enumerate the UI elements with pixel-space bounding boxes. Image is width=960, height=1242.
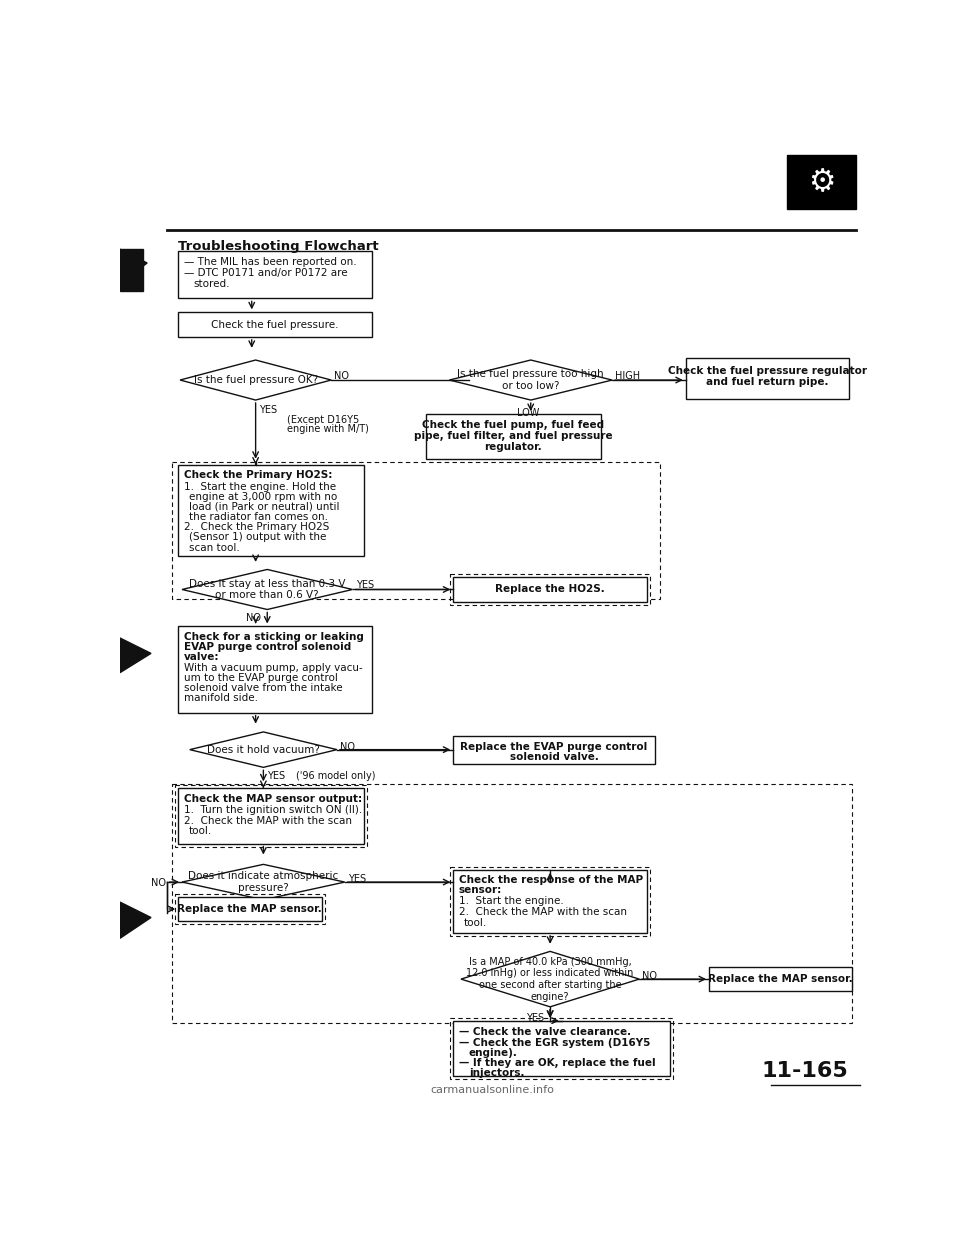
- Text: manifold side.: manifold side.: [183, 693, 257, 703]
- Text: ('96 model only): ('96 model only): [296, 771, 375, 781]
- Text: — The MIL has been reported on.: — The MIL has been reported on.: [184, 257, 357, 267]
- Text: tool.: tool.: [189, 826, 212, 836]
- Polygon shape: [461, 951, 639, 1007]
- Text: 1.  Start the engine. Hold the: 1. Start the engine. Hold the: [183, 482, 336, 492]
- Text: Does it indicate atmospheric
pressure?: Does it indicate atmospheric pressure?: [188, 872, 339, 893]
- Text: solenoid valve.: solenoid valve.: [510, 751, 598, 761]
- Text: injectors.: injectors.: [468, 1068, 524, 1078]
- Text: — If they are OK, replace the fuel: — If they are OK, replace the fuel: [460, 1058, 656, 1068]
- Text: ⚙: ⚙: [807, 168, 835, 196]
- FancyBboxPatch shape: [426, 414, 601, 458]
- Text: 1.  Turn the ignition switch ON (II).: 1. Turn the ignition switch ON (II).: [183, 805, 362, 815]
- Text: Replace the MAP sensor.: Replace the MAP sensor.: [177, 904, 322, 914]
- FancyBboxPatch shape: [179, 626, 372, 713]
- Text: 11-165: 11-165: [761, 1061, 849, 1081]
- Text: Is the fuel pressure too high
or too low?: Is the fuel pressure too high or too low…: [457, 369, 604, 391]
- Text: Check the fuel pump, fuel feed: Check the fuel pump, fuel feed: [421, 420, 604, 430]
- FancyBboxPatch shape: [179, 251, 372, 298]
- Text: regulator.: regulator.: [484, 442, 541, 452]
- Text: — Check the valve clearance.: — Check the valve clearance.: [460, 1027, 632, 1037]
- Polygon shape: [449, 360, 612, 400]
- Text: and fuel return pipe.: and fuel return pipe.: [706, 378, 828, 388]
- Text: Check the fuel pressure.: Check the fuel pressure.: [211, 319, 339, 329]
- Text: NO: NO: [340, 741, 355, 751]
- Text: engine).: engine).: [468, 1048, 517, 1058]
- Polygon shape: [182, 864, 345, 899]
- Text: NO: NO: [334, 371, 348, 381]
- FancyBboxPatch shape: [685, 359, 849, 399]
- Text: — Check the EGR system (D16Y5: — Check the EGR system (D16Y5: [460, 1037, 651, 1047]
- Text: tool.: tool.: [464, 918, 488, 928]
- Text: HIGH: HIGH: [615, 371, 640, 381]
- FancyBboxPatch shape: [786, 155, 856, 209]
- Text: YES: YES: [259, 405, 277, 416]
- FancyBboxPatch shape: [453, 578, 647, 602]
- Text: Replace the EVAP purge control: Replace the EVAP purge control: [461, 741, 648, 751]
- Text: load (in Park or neutral) until: load (in Park or neutral) until: [189, 502, 340, 512]
- Text: LOW: LOW: [516, 407, 540, 417]
- Text: Check the fuel pressure regulator: Check the fuel pressure regulator: [667, 366, 867, 376]
- Text: pipe, fuel filter, and fuel pressure: pipe, fuel filter, and fuel pressure: [414, 431, 612, 441]
- Text: Does it hold vacuum?: Does it hold vacuum?: [207, 745, 320, 755]
- Polygon shape: [182, 570, 352, 610]
- Text: Is a MAP of 40.0 kPa (300 mmHg,
12.0 inHg) or less indicated within
one second a: Is a MAP of 40.0 kPa (300 mmHg, 12.0 inH…: [467, 956, 634, 1001]
- Text: — DTC P0171 and/or P0172 are: — DTC P0171 and/or P0172 are: [184, 268, 348, 278]
- Text: NO: NO: [246, 614, 260, 623]
- Text: carmanualsonline.info: carmanualsonline.info: [430, 1084, 554, 1094]
- Text: 2.  Check the MAP with the scan: 2. Check the MAP with the scan: [183, 816, 351, 826]
- Text: engine with M/T): engine with M/T): [287, 424, 369, 433]
- Text: 2.  Check the MAP with the scan: 2. Check the MAP with the scan: [459, 907, 627, 917]
- FancyBboxPatch shape: [453, 869, 647, 933]
- Text: the radiator fan comes on.: the radiator fan comes on.: [189, 512, 328, 522]
- Text: Replace the MAP sensor.: Replace the MAP sensor.: [708, 974, 852, 984]
- Text: NO: NO: [642, 971, 658, 981]
- Text: Check the MAP sensor output:: Check the MAP sensor output:: [183, 794, 362, 804]
- Text: Check the Primary HO2S:: Check the Primary HO2S:: [183, 471, 332, 481]
- Text: stored.: stored.: [194, 279, 230, 289]
- Text: 2.  Check the Primary HO2S: 2. Check the Primary HO2S: [183, 523, 329, 533]
- Text: engine at 3,000 rpm with no: engine at 3,000 rpm with no: [189, 492, 337, 502]
- Text: Check for a sticking or leaking: Check for a sticking or leaking: [183, 632, 364, 642]
- Polygon shape: [190, 732, 337, 768]
- Text: valve:: valve:: [183, 652, 219, 662]
- FancyBboxPatch shape: [453, 1021, 670, 1076]
- Polygon shape: [180, 360, 331, 400]
- Polygon shape: [120, 250, 147, 283]
- Text: YES: YES: [525, 1013, 543, 1023]
- Text: Check the response of the MAP: Check the response of the MAP: [459, 876, 643, 886]
- Text: With a vacuum pump, apply vacu-: With a vacuum pump, apply vacu-: [183, 663, 362, 673]
- FancyBboxPatch shape: [120, 250, 143, 292]
- Text: EVAP purge control solenoid: EVAP purge control solenoid: [183, 642, 350, 652]
- Text: NO: NO: [152, 878, 166, 888]
- FancyBboxPatch shape: [179, 898, 322, 920]
- FancyBboxPatch shape: [179, 312, 372, 337]
- FancyBboxPatch shape: [179, 789, 364, 843]
- Text: 1.  Start the engine.: 1. Start the engine.: [459, 895, 564, 905]
- Text: (Sensor 1) output with the: (Sensor 1) output with the: [189, 533, 326, 543]
- FancyBboxPatch shape: [709, 966, 852, 991]
- Polygon shape: [120, 902, 151, 938]
- Text: (Except D16Y5: (Except D16Y5: [287, 415, 359, 425]
- Text: Is the fuel pressure OK?: Is the fuel pressure OK?: [194, 375, 318, 385]
- Text: um to the EVAP purge control: um to the EVAP purge control: [183, 673, 337, 683]
- Text: YES: YES: [267, 771, 285, 781]
- Text: solenoid valve from the intake: solenoid valve from the intake: [183, 683, 342, 693]
- Text: sensor:: sensor:: [459, 886, 502, 895]
- Polygon shape: [120, 638, 151, 673]
- Text: Does it stay at less than 0.3 V
or more than 0.6 V?: Does it stay at less than 0.3 V or more …: [189, 579, 346, 600]
- FancyBboxPatch shape: [179, 465, 364, 555]
- Text: scan tool.: scan tool.: [189, 543, 240, 553]
- Text: YES: YES: [348, 874, 366, 884]
- Text: Troubleshooting Flowchart: Troubleshooting Flowchart: [179, 240, 379, 253]
- Text: Replace the HO2S.: Replace the HO2S.: [495, 585, 605, 595]
- Text: YES: YES: [355, 580, 373, 590]
- FancyBboxPatch shape: [453, 735, 655, 764]
